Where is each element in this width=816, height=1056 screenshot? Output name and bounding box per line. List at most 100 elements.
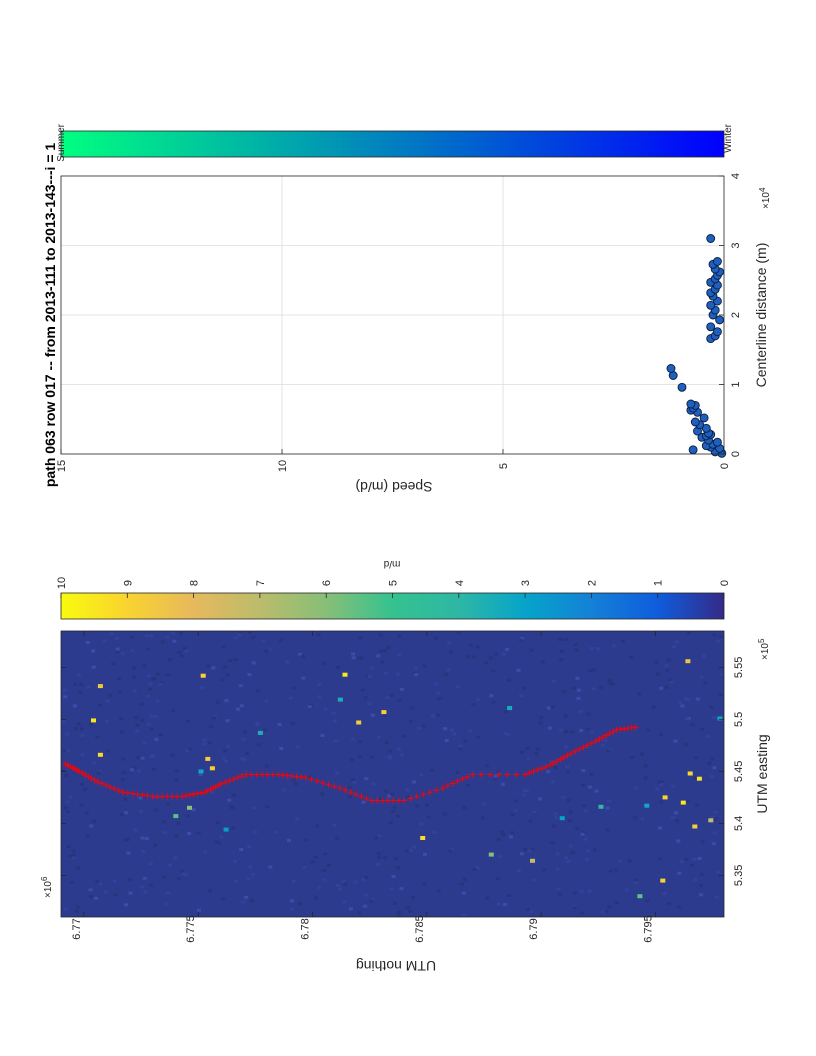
map-speckle [217,841,221,845]
map-speckle [426,815,431,819]
map-speckle [63,907,68,911]
map-speckle [383,672,388,675]
map-speckle [334,771,339,775]
map-speckle [683,697,688,701]
flowline-marker [179,793,186,800]
map-speckle [627,859,632,863]
map-speckle [415,804,420,808]
map-speckle [351,652,356,656]
map-speckle [289,907,294,911]
map-speckle [196,831,201,835]
map-speckle [246,877,251,881]
map-speckle [251,872,256,876]
map-speckle [268,647,273,651]
flowline-marker [88,775,95,782]
flowline-marker [207,786,214,793]
map-speckle [98,882,103,886]
map-speckle [503,710,508,714]
map-speckle [700,840,705,844]
map-speckle [395,672,400,676]
map-speckle [291,778,296,782]
map-speckle [214,840,219,844]
map-speckle [564,730,569,734]
map-speckle [327,864,331,867]
flowline-marker [347,789,354,796]
map-speckle [186,719,191,723]
map-speckle [153,715,158,719]
map-speckle [476,735,481,739]
map-speckle [80,727,84,731]
map-speckle [148,682,153,686]
map-speckle [124,903,128,907]
map-speckle [620,639,625,643]
map-speckle [155,699,160,703]
map-speckle [542,868,547,872]
map-speckle [287,839,291,842]
velocity-map-texture [61,631,724,917]
map-speckle [247,673,252,677]
map-speckle [484,764,489,768]
map-speckle [174,834,179,838]
map-speckle [89,723,94,726]
map-speckle [581,784,585,787]
scatter-ylabel: Speed (m/d) [355,479,432,495]
map-speckle [522,686,527,690]
map-easting-tick-label: 5.35 [733,865,745,886]
flowline-marker [210,785,217,792]
map-speckle [255,689,260,693]
map-speckle [221,897,226,901]
map-speckle [61,720,66,724]
map-speckle [161,875,166,879]
map-hotspot [356,720,362,725]
flowline-marker [543,763,550,770]
map-speckle [85,834,90,838]
flowline-marker [288,773,295,780]
speed-colorbar-tick-label: 2 [586,580,598,586]
map-speckle [475,866,480,870]
map-speckle [677,871,682,875]
scatter-point [690,417,700,427]
map-speckle [154,737,159,741]
scatter-point [715,315,725,325]
map-speckle [672,645,676,649]
map-speckle [714,895,719,899]
map-speckle [550,780,555,784]
map-speckle [106,749,111,753]
map-speckle [530,847,535,851]
flowline-marker [530,768,537,775]
map-speckle [122,771,126,774]
map-speckle [233,658,238,662]
map-speckle [114,636,119,640]
flowline-marker [624,725,631,732]
scatter-point [712,437,722,447]
map-speckle [95,735,100,739]
map-hotspot [97,752,103,757]
map-speckle [62,688,67,692]
map-speckle [694,803,699,807]
map-speckle [133,828,138,832]
map-hotspot [662,795,668,800]
flowline-marker [368,797,375,804]
flowline-marker [194,790,201,797]
map-speckle [397,634,401,638]
map-speckle [712,633,717,637]
map-speckle [556,887,561,891]
map-speckle [242,757,247,761]
map-speckle [115,650,120,654]
map-speckle [358,755,362,759]
map-speckle [563,714,568,718]
map-speckle [595,647,600,651]
map-speckle [502,902,507,906]
flowline-marker [314,778,321,785]
flowline-marker [302,774,309,781]
map-speckle [63,695,68,699]
map-speckle [89,824,94,828]
map-speckle [317,683,322,686]
map-northing-tick-label: 6.775 [185,915,197,943]
map-speckle [261,639,266,643]
map-speckle [86,685,91,689]
map-speckle [395,866,400,870]
map-speckle [256,743,261,747]
season-label-winter: Winter [723,123,734,153]
map-speckle [357,911,362,915]
